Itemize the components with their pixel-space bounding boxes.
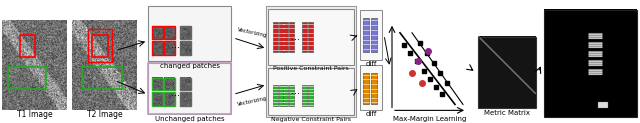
FancyBboxPatch shape xyxy=(360,65,382,110)
Bar xyxy=(180,92,191,106)
Text: ...: ... xyxy=(291,86,301,96)
Bar xyxy=(20,35,35,57)
Bar xyxy=(164,41,175,55)
Bar xyxy=(283,22,288,52)
Text: ...: ... xyxy=(172,88,180,99)
Bar xyxy=(371,18,377,52)
Bar xyxy=(8,67,46,89)
Bar xyxy=(82,67,122,89)
Bar xyxy=(363,18,369,52)
Text: T2 Image: T2 Image xyxy=(86,110,122,119)
Text: Unchanged patches: Unchanged patches xyxy=(155,116,224,122)
Bar xyxy=(283,85,288,106)
Text: ...: ... xyxy=(172,40,180,50)
FancyBboxPatch shape xyxy=(148,63,231,114)
Text: Negative Constraint Pairs: Negative Constraint Pairs xyxy=(271,117,351,122)
Bar xyxy=(478,37,536,108)
Bar xyxy=(363,73,369,104)
Bar xyxy=(152,78,163,91)
FancyBboxPatch shape xyxy=(266,6,356,117)
Text: T1 Image: T1 Image xyxy=(17,110,52,119)
Bar xyxy=(308,85,313,106)
Bar xyxy=(544,10,637,117)
Bar xyxy=(308,22,313,52)
Text: diff: diff xyxy=(365,111,377,117)
Text: changed patches: changed patches xyxy=(159,63,220,69)
FancyBboxPatch shape xyxy=(268,68,354,115)
Bar xyxy=(164,78,175,91)
Bar xyxy=(180,41,191,55)
Bar xyxy=(279,85,284,106)
Bar xyxy=(180,78,191,91)
Bar xyxy=(371,73,377,104)
Bar xyxy=(152,26,163,39)
Bar xyxy=(302,85,307,106)
Bar xyxy=(152,92,163,106)
Text: Positive Constraint Pairs: Positive Constraint Pairs xyxy=(273,66,349,71)
Bar xyxy=(164,26,175,39)
Bar xyxy=(289,85,294,106)
Bar xyxy=(302,22,307,52)
Bar xyxy=(180,26,191,39)
FancyBboxPatch shape xyxy=(360,10,382,60)
FancyBboxPatch shape xyxy=(268,9,354,65)
Text: Max-Margin Learning: Max-Margin Learning xyxy=(393,116,466,122)
FancyBboxPatch shape xyxy=(148,6,231,61)
Text: Metric Matrix: Metric Matrix xyxy=(484,110,530,116)
Bar xyxy=(289,22,294,52)
Bar xyxy=(273,22,278,52)
Text: ...: ... xyxy=(291,32,301,42)
Text: Vectorizing: Vectorizing xyxy=(237,95,268,107)
Bar xyxy=(279,22,284,52)
Text: Vectorizing: Vectorizing xyxy=(237,28,268,39)
Bar xyxy=(88,29,112,62)
Bar xyxy=(273,85,278,106)
Text: diff: diff xyxy=(365,61,377,67)
Bar xyxy=(164,92,175,106)
Bar xyxy=(92,35,108,57)
Bar xyxy=(152,41,163,55)
